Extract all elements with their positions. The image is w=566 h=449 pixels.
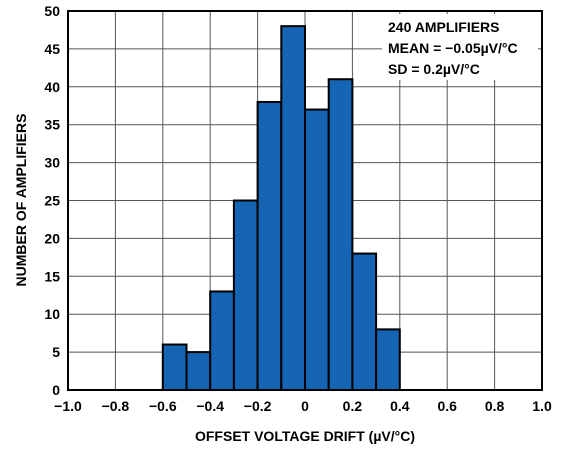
y-tick-label: 20 xyxy=(44,230,60,246)
histogram-bar xyxy=(327,78,354,391)
annotation-sd: SD = 0.2µV/°C xyxy=(388,61,480,77)
x-tick-label: 0.8 xyxy=(485,398,505,414)
y-axis-label: NUMBER OF AMPLIFIERS xyxy=(13,114,29,287)
histogram-bar xyxy=(232,199,259,391)
y-tick-label: 5 xyxy=(52,344,60,360)
x-tick-label: 0.6 xyxy=(437,398,457,414)
x-tick-label: 0.4 xyxy=(390,398,410,414)
x-tick-label: −0.2 xyxy=(244,398,272,414)
y-tick-label: 40 xyxy=(44,79,60,95)
x-tick-label: 1.0 xyxy=(532,398,552,414)
x-tick-labels: −1.0 −0.8 −0.6 −0.4 −0.2 0 0.2 0.4 0.6 0.8 1.0 xyxy=(54,398,552,414)
histogram-bar xyxy=(161,343,188,391)
x-tick-label: 0 xyxy=(301,398,309,414)
y-tick-label: 15 xyxy=(44,268,60,284)
annotation-count: 240 AMPLIFIERS xyxy=(388,19,500,35)
histogram-bar xyxy=(375,328,401,391)
y-tick-label: 50 xyxy=(44,3,60,19)
y-tick-label: 45 xyxy=(44,41,60,57)
x-tick-label: 0.2 xyxy=(343,398,363,414)
histogram-bar xyxy=(256,100,283,392)
histogram-bar xyxy=(280,25,306,391)
histogram-bar xyxy=(185,351,212,392)
x-axis-label: OFFSET VOLTAGE DRIFT (µV/°C) xyxy=(195,428,415,444)
y-tick-labels: 0 5 10 15 20 25 30 35 40 45 50 xyxy=(44,3,60,398)
x-tick-label: −1.0 xyxy=(54,398,82,414)
bars xyxy=(161,25,401,392)
y-tick-label: 35 xyxy=(44,117,60,133)
y-tick-label: 0 xyxy=(52,382,60,398)
x-tick-label: −0.4 xyxy=(196,398,224,414)
histogram-bar xyxy=(209,290,235,391)
annotation-box: 240 AMPLIFIERS MEAN = −0.05µV/°C SD = 0.… xyxy=(382,14,538,80)
y-tick-label: 30 xyxy=(44,155,60,171)
annotation-background xyxy=(382,14,538,80)
annotation-mean: MEAN = −0.05µV/°C xyxy=(388,40,518,56)
x-tick-label: −0.8 xyxy=(102,398,130,414)
plot-frame xyxy=(67,10,543,391)
histogram-bar xyxy=(304,108,330,391)
y-tick-label: 25 xyxy=(44,193,60,209)
y-tick-label: 10 xyxy=(44,306,60,322)
x-tick-label: −0.6 xyxy=(149,398,177,414)
histogram-bar xyxy=(351,252,378,391)
